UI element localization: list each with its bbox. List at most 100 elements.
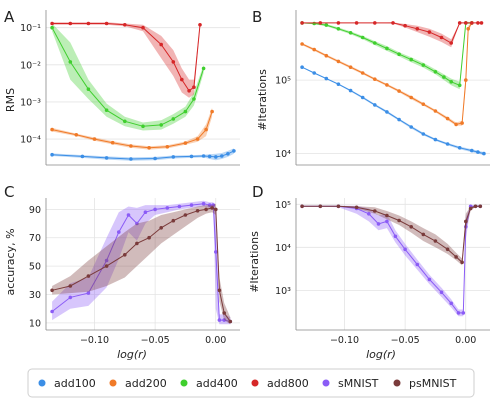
panel-a-point-add800-4 [123,23,127,27]
panel-a-point-add200-8 [195,137,200,141]
panel-d-ytick-label-1: 10⁴ [275,243,291,254]
panel-a-point-add400-8 [183,109,188,114]
panel-b-point-add800-9 [439,35,444,40]
panel-b-point-add100-8 [397,117,401,122]
legend-marker-add200 [109,379,117,387]
panel-c-point-psmnist-11 [204,207,208,212]
panel-a-ytick-label-2: 10⁻² [20,60,41,71]
panel-c-point-smnist-12 [201,201,206,206]
panel-d-ytick-label-2: 10⁵ [275,200,291,211]
legend-entry-smnist: sMNIST [322,377,379,390]
panel-a-point-add200-2 [92,137,97,141]
panel-b-point-add100-11 [433,137,438,142]
panel-b-point-add200-12 [445,116,450,121]
panel-d-point-smnist-4 [367,212,371,216]
panel-a-point-add400-5 [141,124,145,129]
panel-a-series-add800 [50,21,202,98]
panel-d-ylabel: #Iterations [248,231,261,293]
panel-b-point-add400-3 [336,27,341,31]
panel-a-point-add100-1 [80,154,85,159]
panel-a-point-add200-7 [183,141,188,145]
panel-b-point-add800-15 [479,21,484,25]
panel-c-ytick-label-3: 70 [29,233,41,244]
panel-a-point-add400-3 [104,108,109,112]
legend-entry-add200: add200 [109,377,167,390]
panel-c-point-smnist-0 [50,309,54,314]
panel-c-point-smnist-13 [207,203,212,207]
panel-b-point-add100-3 [336,82,341,86]
panel-a-point-add200-0 [50,127,54,132]
panel-b-point-add100-9 [409,125,414,129]
panel-b-point-add200-13 [454,122,458,127]
panel-a-point-add200-10 [210,109,214,114]
panel-d-point-psmnist-12 [460,260,464,265]
panel-a-letter: A [4,8,15,26]
panel-a-point-add100-5 [171,155,176,159]
legend-marker-psmnist [393,379,401,387]
legend-entry-psmnist: psMNIST [393,377,457,390]
panel-d-point-psmnist-2 [336,204,341,209]
panel-b-point-add200-14 [460,121,464,125]
legend-marker-add400 [180,379,188,387]
panel-d-xtick-label-0: −0.10 [330,335,359,346]
panel-c-point-psmnist-15 [222,311,226,315]
panel-d-band-psmnist [302,205,481,266]
panel-b-point-add800-1 [318,21,323,25]
panel-c-point-psmnist-5 [135,241,139,246]
panel-b-point-add200-3 [336,59,341,64]
panel-c-point-psmnist-0 [50,288,54,293]
panel-c-ylabel: accuracy, % [4,228,17,295]
panel-a: 10⁻⁴ 10⁻³ 10⁻² 10⁻¹ A RMS [4,8,240,166]
panel-b-point-add400-1 [312,21,317,26]
panel-c-band-psmnist [52,203,231,325]
panel-a-point-add100-2 [104,156,109,160]
panel-a-band-add200 [52,107,213,150]
panel-c-ytick-label-0: 10 [29,318,41,329]
panel-c: 10 30 50 70 90 −0.10 −0.05 0.00 C accuracy, % l… [4,183,240,361]
panel-a-point-add400-7 [171,117,176,121]
panel-a-point-add400-0 [50,25,54,30]
panel-b-ylabel: #Iterations [256,69,269,131]
panel-b-point-add400-14 [457,83,462,88]
panel-c-point-psmnist-8 [171,218,176,223]
panel-a-point-add800-3 [104,21,109,26]
panel-d-series-psmnist [300,204,483,266]
panel-b-grid [296,79,490,155]
panel-a-ytick-label-1: 10⁻³ [20,97,41,108]
panel-c-point-psmnist-4 [123,253,127,257]
panel-a-point-add100-0 [50,152,54,157]
panel-d-point-psmnist-3 [354,205,359,210]
panel-b-point-add400-5 [360,35,365,40]
panel-d-point-psmnist-10 [445,247,450,252]
panel-a-point-add400-1 [68,60,73,64]
panel-a-series-add400 [50,23,206,131]
panel-d-point-psmnist-8 [421,232,426,237]
panel-c-point-psmnist-7 [159,226,163,230]
panel-b: 10⁴ 10⁵ B #Iterations [252,8,490,166]
panel-d-point-smnist-8 [403,247,407,252]
panel-d-point-smnist-7 [393,234,398,239]
panel-b-point-add400-6 [373,41,377,45]
panel-b-point-add200-7 [385,83,389,87]
panel-b-point-add200-6 [373,77,377,81]
panel-d-point-psmnist-0 [300,204,304,209]
panel-d-band-smnist [302,205,481,317]
legend-label-add200: add200 [125,377,167,390]
legend-frame [27,368,475,398]
panel-b-series-add100 [300,65,486,156]
panel-c-point-smnist-4 [117,230,121,234]
legend-label-add100: add100 [54,377,96,390]
panel-d: 10³ 10⁴ 10⁵ −0.10 −0.05 0.00 D #Iterations lo… [248,183,490,361]
panel-c-point-psmnist-9 [183,213,188,217]
panel-b-point-add800-2 [336,21,341,25]
panel-a-point-add800-0 [50,21,54,26]
panel-b-point-add100-14 [470,148,474,153]
panel-b-point-add100-10 [421,132,426,136]
panel-b-point-add800-14 [476,21,480,25]
panel-b-ytick-label-1: 10⁵ [275,76,291,87]
panel-c-series-psmnist [50,203,233,325]
panel-a-point-add200-6 [165,145,170,149]
panel-c-point-smnist-9 [165,206,170,210]
panel-b-series-add800 [300,21,484,48]
panel-a-point-add100-10 [220,154,224,158]
